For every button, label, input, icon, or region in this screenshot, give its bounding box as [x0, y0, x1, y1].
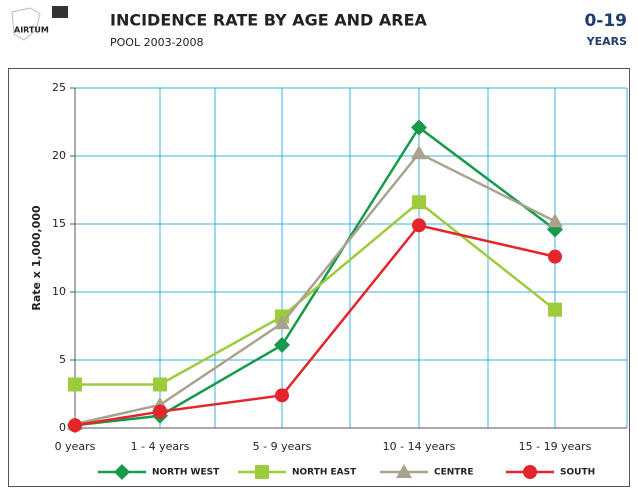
legend-marker — [523, 465, 537, 479]
x-tick-label: 10 - 14 years — [383, 440, 456, 453]
legend-marker — [396, 464, 412, 478]
marker — [274, 315, 290, 330]
marker — [548, 249, 562, 264]
legend-marker — [255, 465, 269, 479]
logo-screen — [52, 6, 68, 18]
legend-label: NORTH EAST — [292, 468, 357, 478]
marker — [411, 119, 427, 136]
marker — [275, 388, 289, 403]
logo: AIRTUM — [11, 6, 68, 41]
marker — [412, 195, 426, 210]
marker — [412, 218, 426, 233]
legend-item: SOUTH — [506, 465, 595, 479]
marker — [153, 377, 167, 392]
legend-marker — [114, 464, 130, 480]
series-line — [74, 223, 556, 427]
plot: 0 5 10 15 20 25 0 years 1 - 4 years 5 - 9 years 1… — [52, 81, 627, 480]
x-tick-label: 1 - 4 years — [131, 440, 190, 453]
marker — [68, 377, 82, 392]
legend-item: NORTH WEST — [98, 464, 220, 480]
y-tick-label: 15 — [52, 217, 66, 230]
vertical-grid — [159, 88, 628, 428]
x-tick-label: 0 years — [55, 440, 96, 453]
subtitle: POOL 2003-2008 — [110, 36, 204, 49]
badge-top: 0-19 — [584, 11, 627, 31]
legend-item: CENTRE — [380, 464, 474, 478]
y-tick-label: 10 — [52, 285, 66, 298]
badge-bottom: YEARS — [586, 35, 627, 48]
marker — [411, 145, 427, 160]
legend-label: SOUTH — [560, 468, 595, 478]
marker — [548, 302, 562, 317]
marker — [547, 213, 563, 228]
marker — [68, 418, 82, 433]
title: INCIDENCE RATE BY AGE AND AREA — [110, 11, 428, 30]
legend-label: NORTH WEST — [152, 468, 220, 478]
logo-text: AIRTUM — [14, 26, 49, 35]
chart-frame — [8, 68, 630, 487]
marker — [274, 337, 290, 354]
legend-label: CENTRE — [434, 468, 474, 478]
x-tick-label: 15 - 19 years — [519, 440, 592, 453]
y-tick-label: 0 — [59, 421, 66, 434]
y-tick-label: 20 — [52, 149, 66, 162]
logo-map — [11, 7, 41, 41]
y-tick-label: 5 — [59, 353, 66, 366]
x-tick-label: 5 - 9 years — [253, 440, 312, 453]
legend-item: NORTH EAST — [238, 465, 357, 479]
series-line — [74, 125, 556, 427]
y-axis-label: Rate x 1,000,000 — [30, 205, 43, 311]
marker — [153, 404, 167, 419]
y-tick-label: 25 — [52, 81, 66, 94]
